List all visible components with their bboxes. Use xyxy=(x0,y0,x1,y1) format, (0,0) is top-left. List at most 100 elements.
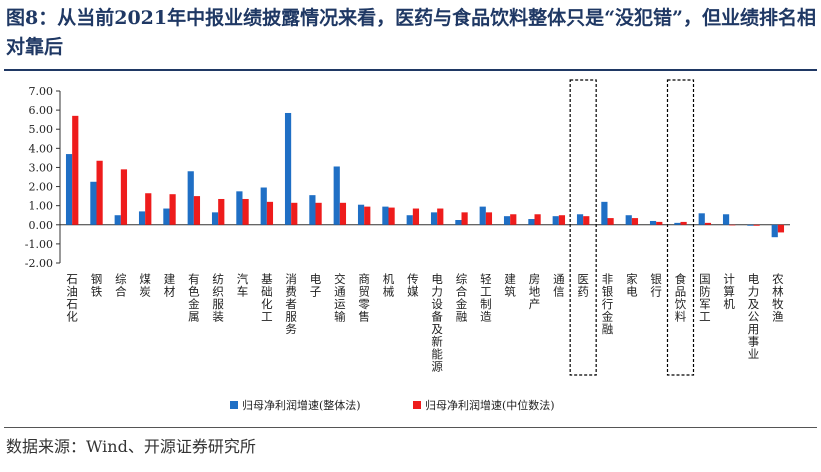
bar-series2 xyxy=(339,202,347,225)
bar-series2 xyxy=(266,201,274,225)
highlight-box xyxy=(569,79,597,376)
bar-series1 xyxy=(649,220,657,225)
bar-series2 xyxy=(169,194,176,225)
bar-series1 xyxy=(284,112,292,225)
chart-area: 7.00 6.00 5.00 4.00 3.00 2.00 1.00 0.00 -1.00 -2.… xyxy=(0,72,821,422)
y-tick-label: -1.00 xyxy=(25,238,53,251)
y-tick-label: 6.00 xyxy=(29,104,54,117)
bar-series1 xyxy=(163,208,170,225)
bar-series1 xyxy=(138,211,146,225)
bar-series2 xyxy=(412,208,420,225)
x-tick-label: 医药 xyxy=(576,273,590,298)
bar-series1 xyxy=(674,222,681,225)
x-tick-label: 有色金属 xyxy=(187,272,201,323)
bar-series2 xyxy=(145,193,152,225)
bar-series1 xyxy=(333,166,340,225)
x-tick-label: 石油石化 xyxy=(65,273,79,323)
y-tick-label: 7.00 xyxy=(29,85,54,98)
bar-series2 xyxy=(72,115,79,225)
bar-series1 xyxy=(576,214,584,225)
x-tick-label: 综合金融 xyxy=(455,272,469,323)
bar-series2 xyxy=(729,224,736,226)
x-tick-label: 房地产 xyxy=(528,273,542,311)
y-tick-label: 2.00 xyxy=(29,181,54,194)
x-tick-label: 煤炭 xyxy=(138,273,152,298)
highlight-box xyxy=(666,79,695,376)
legend-label-series1: 归母净利润增速(整体法) xyxy=(242,399,361,412)
y-tick-label: 0.00 xyxy=(29,219,54,232)
x-tick-label: 电力设备及新能源 xyxy=(430,273,444,373)
legend-swatch-series1 xyxy=(230,401,238,409)
x-tick-label: 交通运输 xyxy=(333,272,347,323)
x-tick-label: 轻工制造 xyxy=(479,272,493,323)
bar-series1 xyxy=(309,195,316,225)
bar-series2 xyxy=(704,222,712,225)
source-note: 数据来源：Wind、开源证券研究所 xyxy=(6,437,256,456)
bar-series1 xyxy=(211,212,219,225)
legend-label-series2: 归母净利润增速(中位数法) xyxy=(425,399,555,412)
x-tick-label: 银行 xyxy=(649,272,663,298)
x-tick-label: 电子 xyxy=(309,273,323,298)
bar-series2 xyxy=(583,216,590,225)
bar-series1 xyxy=(406,215,413,225)
bar-series1 xyxy=(747,224,754,226)
x-tick-label: 汽车 xyxy=(236,272,250,298)
bar-series1 xyxy=(771,224,778,238)
bar-series2 xyxy=(242,198,249,225)
x-tick-label: 非银行金融 xyxy=(601,273,615,336)
bar-series2 xyxy=(777,224,785,233)
bar-series1 xyxy=(455,220,462,225)
bar-series1 xyxy=(503,216,511,225)
bar-series1 xyxy=(90,181,97,225)
x-tick-label: 钢铁 xyxy=(90,273,104,298)
y-tick-label: 3.00 xyxy=(29,161,54,174)
bar-series2 xyxy=(315,202,322,225)
bar-series2 xyxy=(607,218,614,225)
footer-divider xyxy=(4,427,817,428)
bar-series2 xyxy=(193,196,201,225)
bar-series1 xyxy=(601,201,608,225)
x-tick-label: 传媒 xyxy=(406,272,420,298)
bar-series1 xyxy=(187,171,194,225)
bar-series1 xyxy=(552,216,559,225)
bar-series1 xyxy=(625,215,632,225)
bar-series2 xyxy=(461,212,468,225)
x-tick-label: 通信 xyxy=(552,273,566,298)
bar-chart: 7.00 6.00 5.00 4.00 3.00 2.00 1.00 0.00 -1.00 -2.… xyxy=(25,79,790,376)
bar-series2 xyxy=(534,214,541,225)
bar-series2 xyxy=(656,221,663,225)
bar-series1 xyxy=(528,219,535,225)
legend-item-series1: 归母净利润增速(整体法) xyxy=(230,397,361,413)
x-tick-label: 国防军工 xyxy=(698,273,712,323)
chart-title: 图8：从当前2021年中报业绩披露情况来看，医药与食品饮料整体只是“没犯错”，但… xyxy=(6,7,816,58)
bar-series2 xyxy=(485,212,493,225)
bar-series1 xyxy=(114,215,121,225)
bar-series1 xyxy=(382,206,389,225)
x-tick-label: 机械 xyxy=(382,272,396,298)
bar-series1 xyxy=(722,214,730,225)
x-tick-label: 建材 xyxy=(163,272,177,298)
x-tick-label: 消费者服务 xyxy=(284,272,298,335)
bar-series1 xyxy=(65,154,73,225)
x-tick-label: 电力及公用事业 xyxy=(747,273,761,361)
bar-series2 xyxy=(364,206,371,225)
x-tick-label: 食品饮料 xyxy=(674,272,688,323)
bar-series2 xyxy=(437,208,444,225)
bar-series1 xyxy=(479,206,486,225)
x-tick-label: 纺织服装 xyxy=(211,272,225,323)
bar-series2 xyxy=(388,207,395,225)
y-tick-label: 4.00 xyxy=(29,142,54,155)
bar-series1 xyxy=(260,187,267,225)
bar-series2 xyxy=(120,169,128,225)
x-tick-label: 农林牧渔 xyxy=(771,272,785,323)
y-tick-label: 1.00 xyxy=(29,200,54,213)
bar-series2 xyxy=(96,160,103,225)
x-tick-label: 家电 xyxy=(625,272,639,298)
x-tick-label: 计算机 xyxy=(722,273,736,311)
chart-legend: 归母净利润增速(整体法) 归母净利润增速(中位数法) xyxy=(230,397,650,413)
bar-series1 xyxy=(430,212,438,225)
title-divider xyxy=(4,69,817,71)
bar-series1 xyxy=(698,213,705,225)
x-tick-label: 综合 xyxy=(114,272,128,298)
legend-item-series2: 归母净利润增速(中位数法) xyxy=(413,397,555,413)
